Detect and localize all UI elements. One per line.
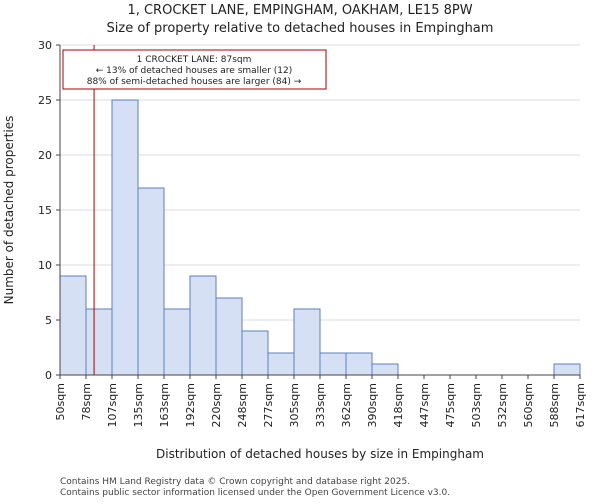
annotation-line-2: ← 13% of detached houses are smaller (12… [96, 66, 293, 76]
x-tick-label-107sqm: 107sqm [106, 383, 119, 427]
annotation-line-3: 88% of semi-detached houses are larger (… [87, 77, 302, 87]
bar-50sqm [59, 275, 87, 376]
bar-163sqm [163, 308, 191, 376]
y-tick-label-25: 25 [38, 94, 52, 107]
x-tick-label-503sqm: 503sqm [470, 383, 483, 427]
x-tick-label-50sqm: 50sqm [54, 383, 67, 420]
bars [59, 99, 581, 376]
annotation-box: 1 CROCKET LANE: 87sqm ← 13% of detached … [62, 49, 327, 90]
x-tick-label-163sqm: 163sqm [158, 383, 171, 427]
x-tick-label-305sqm: 305sqm [288, 383, 301, 427]
bar-588sqm [553, 363, 581, 376]
x-tick-label-532sqm: 532sqm [496, 383, 509, 427]
chart-subtitle: Size of property relative to detached ho… [107, 21, 494, 36]
bar-362sqm [345, 352, 373, 376]
bar-107sqm [111, 99, 139, 376]
y-axis-label: Number of detached properties [2, 116, 16, 305]
x-tick-label-560sqm: 560sqm [522, 383, 535, 427]
bar-390sqm [371, 363, 399, 376]
bar-277sqm [267, 352, 295, 376]
bar-333sqm [319, 352, 347, 376]
y-tick-label-10: 10 [38, 259, 52, 272]
x-tick-label-475sqm: 475sqm [444, 383, 457, 427]
x-tick-label-588sqm: 588sqm [548, 383, 561, 427]
chart-title: 1, CROCKET LANE, EMPINGHAM, OAKHAM, LE15… [127, 3, 472, 18]
x-tick-label-78sqm: 78sqm [80, 383, 93, 420]
x-tick-label-362sqm: 362sqm [340, 383, 353, 427]
x-tick-label-248sqm: 248sqm [236, 383, 249, 427]
y-tick-label-15: 15 [38, 204, 52, 217]
x-axis-label: Distribution of detached houses by size … [156, 447, 484, 461]
x-tick-labels: 50sqm 78sqm 107sqm 135sqm 163sqm 192sqm 220sqm… [54, 383, 587, 427]
y-tick-label-5: 5 [45, 314, 52, 327]
x-tick-label-418sqm: 418sqm [392, 383, 405, 427]
x-tick-label-617sqm: 617sqm [574, 383, 587, 427]
bar-192sqm [189, 275, 217, 376]
annotation-line-1: 1 CROCKET LANE: 87sqm [137, 55, 252, 65]
footer-line-2: Contains public sector information licen… [60, 488, 450, 498]
x-tick-label-277sqm: 277sqm [262, 383, 275, 427]
bar-135sqm [137, 187, 165, 376]
axes [56, 44, 581, 379]
x-tick-label-192sqm: 192sqm [184, 383, 197, 427]
y-tick-label-0: 0 [45, 369, 52, 382]
bar-78sqm [85, 308, 113, 376]
footer-line-1: Contains HM Land Registry data © Crown c… [60, 477, 410, 487]
x-tick-label-135sqm: 135sqm [132, 383, 145, 427]
y-tick-label-30: 30 [38, 39, 52, 52]
x-tick-label-447sqm: 447sqm [418, 383, 431, 427]
bar-248sqm [241, 330, 269, 376]
y-tick-labels: 0 5 10 15 20 25 30 [38, 39, 52, 382]
annotation-frame [62, 49, 327, 90]
x-tick-label-333sqm: 333sqm [314, 383, 327, 427]
x-tick-label-220sqm: 220sqm [210, 383, 223, 427]
bar-220sqm [215, 297, 243, 376]
x-tick-label-390sqm: 390sqm [366, 383, 379, 427]
y-tick-label-20: 20 [38, 149, 52, 162]
bar-305sqm [293, 308, 321, 376]
